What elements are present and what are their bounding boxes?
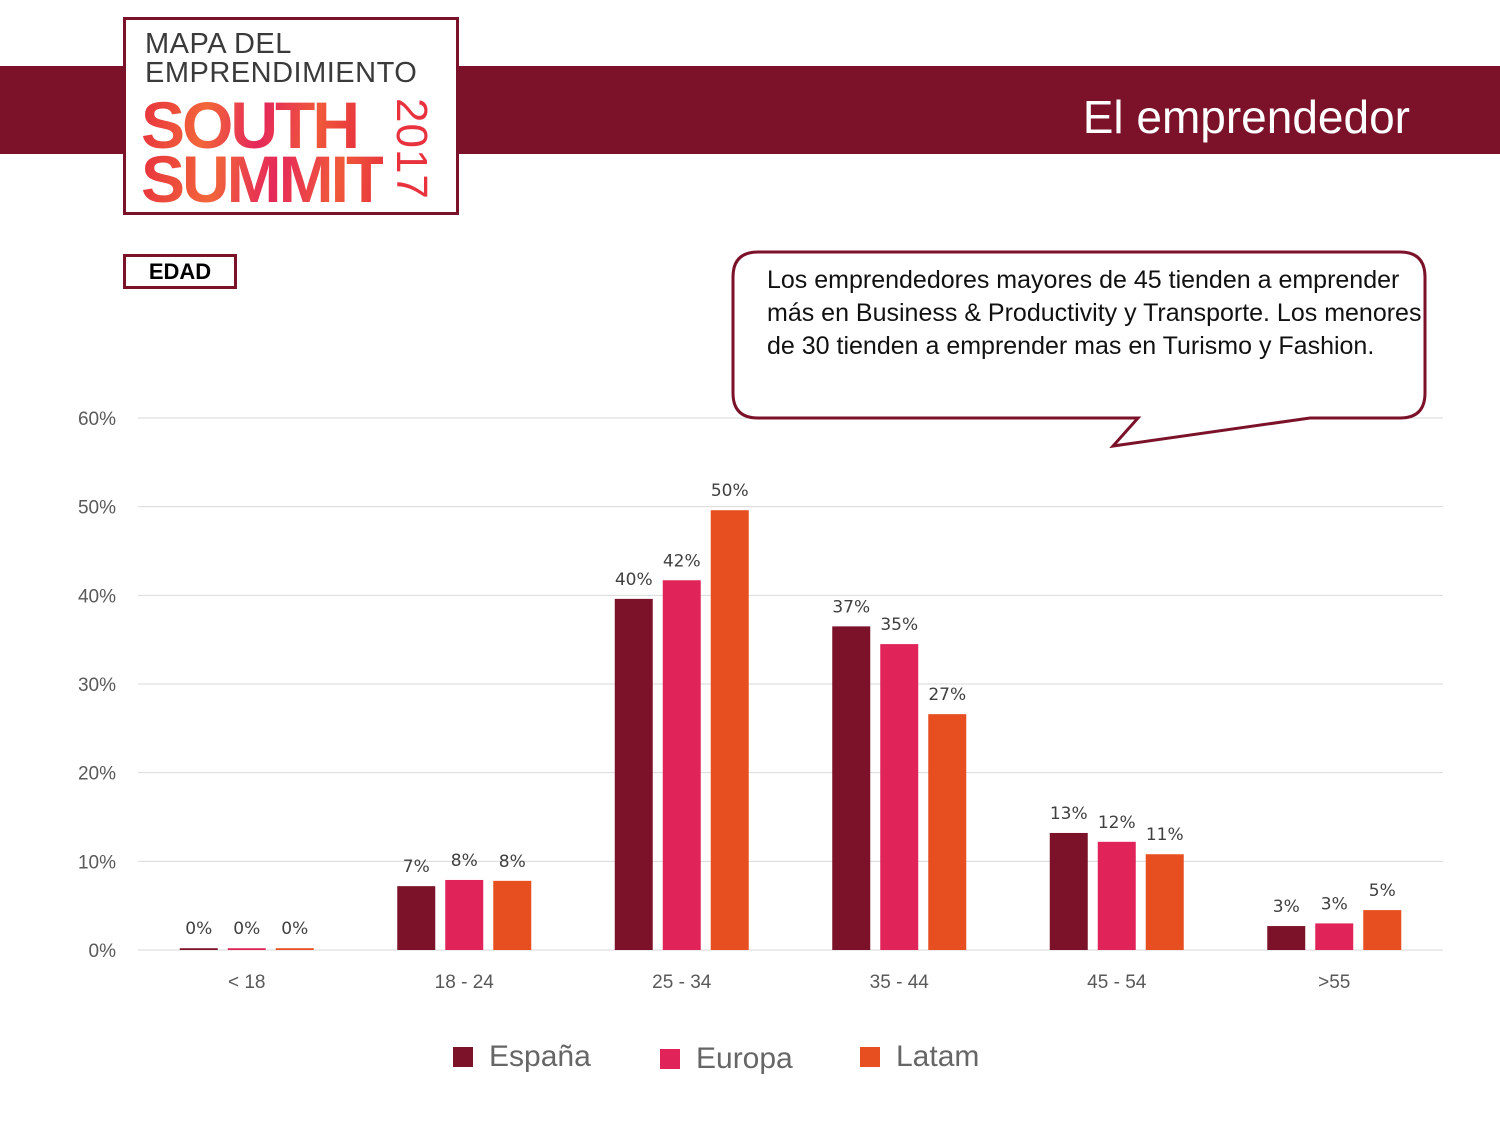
logo-summit: SUMMIT: [141, 142, 386, 216]
section-label: EDAD: [123, 254, 237, 289]
data-label: 12%: [1098, 813, 1136, 833]
bar: [445, 879, 484, 950]
legend: España Europa Latam: [0, 1040, 1500, 1080]
legend-swatch: [453, 1047, 473, 1067]
bar: [614, 598, 653, 950]
data-label: 27%: [928, 685, 966, 705]
data-label: 5%: [1369, 881, 1396, 901]
legend-item-europa: Europa: [660, 1042, 793, 1076]
y-tick-label: 20%: [78, 764, 116, 785]
bar: [928, 714, 967, 950]
bar: [662, 580, 701, 950]
x-tick-label: < 18: [228, 972, 266, 993]
bar: [493, 880, 532, 950]
data-label: 7%: [403, 857, 430, 877]
data-label: 40%: [615, 570, 653, 590]
logo-south: SOUTH: [141, 88, 360, 162]
callout-text: Los emprendedores mayores de 45 tienden …: [767, 266, 1422, 360]
legend-item-latam: Latam: [860, 1040, 979, 1074]
bar: [397, 886, 436, 950]
page-title: El emprendedor: [1082, 91, 1410, 143]
x-tick-label: 35 - 44: [870, 972, 930, 993]
bar: [1145, 854, 1184, 950]
x-tick-label: 45 - 54: [1087, 972, 1147, 993]
logo-line-2: EMPRENDIMIENTO: [145, 57, 418, 89]
data-label: 50%: [711, 481, 749, 501]
data-label: 37%: [832, 597, 870, 617]
bar: [1315, 923, 1354, 950]
data-label: 0%: [185, 919, 212, 939]
bar: [1097, 841, 1136, 950]
data-label: 13%: [1050, 804, 1088, 824]
data-label: 8%: [451, 851, 478, 871]
y-tick-label: 60%: [78, 409, 116, 430]
y-tick-label: 0%: [89, 941, 117, 962]
legend-label: España: [489, 1040, 591, 1073]
bar: [880, 644, 919, 950]
x-tick-label: >55: [1318, 972, 1350, 993]
data-label: 42%: [663, 551, 701, 571]
bar: [227, 948, 266, 950]
data-label: 8%: [499, 852, 526, 872]
data-label: 3%: [1321, 894, 1348, 914]
bar: [710, 510, 749, 950]
y-tick-label: 10%: [78, 852, 116, 873]
y-tick-label: 30%: [78, 675, 116, 696]
bar: [275, 948, 314, 950]
y-tick-label: 40%: [78, 586, 116, 607]
legend-label: Latam: [896, 1040, 980, 1073]
data-label: 0%: [233, 919, 260, 939]
data-label: 3%: [1273, 897, 1300, 917]
x-tick-label: 18 - 24: [435, 972, 495, 993]
data-label: 0%: [281, 919, 308, 939]
bar: [1363, 910, 1402, 950]
bar: [832, 626, 871, 950]
data-label: 35%: [880, 615, 918, 635]
bar: [179, 948, 218, 950]
legend-item-espana: España: [453, 1040, 591, 1074]
legend-swatch: [660, 1049, 680, 1069]
bar: [1049, 832, 1088, 950]
legend-label: Europa: [696, 1042, 793, 1075]
callout-bubble: [731, 250, 1427, 449]
logo-line-1: MAPA DEL: [145, 28, 292, 60]
y-tick-label: 50%: [78, 498, 116, 519]
bar: [1267, 926, 1306, 950]
legend-swatch: [860, 1047, 880, 1067]
south-summit-logo: MAPA DEL EMPRENDIMIENTO SOUTH SUMMIT 201…: [123, 17, 459, 215]
x-tick-label: 25 - 34: [652, 972, 712, 993]
data-label: 11%: [1146, 825, 1184, 845]
